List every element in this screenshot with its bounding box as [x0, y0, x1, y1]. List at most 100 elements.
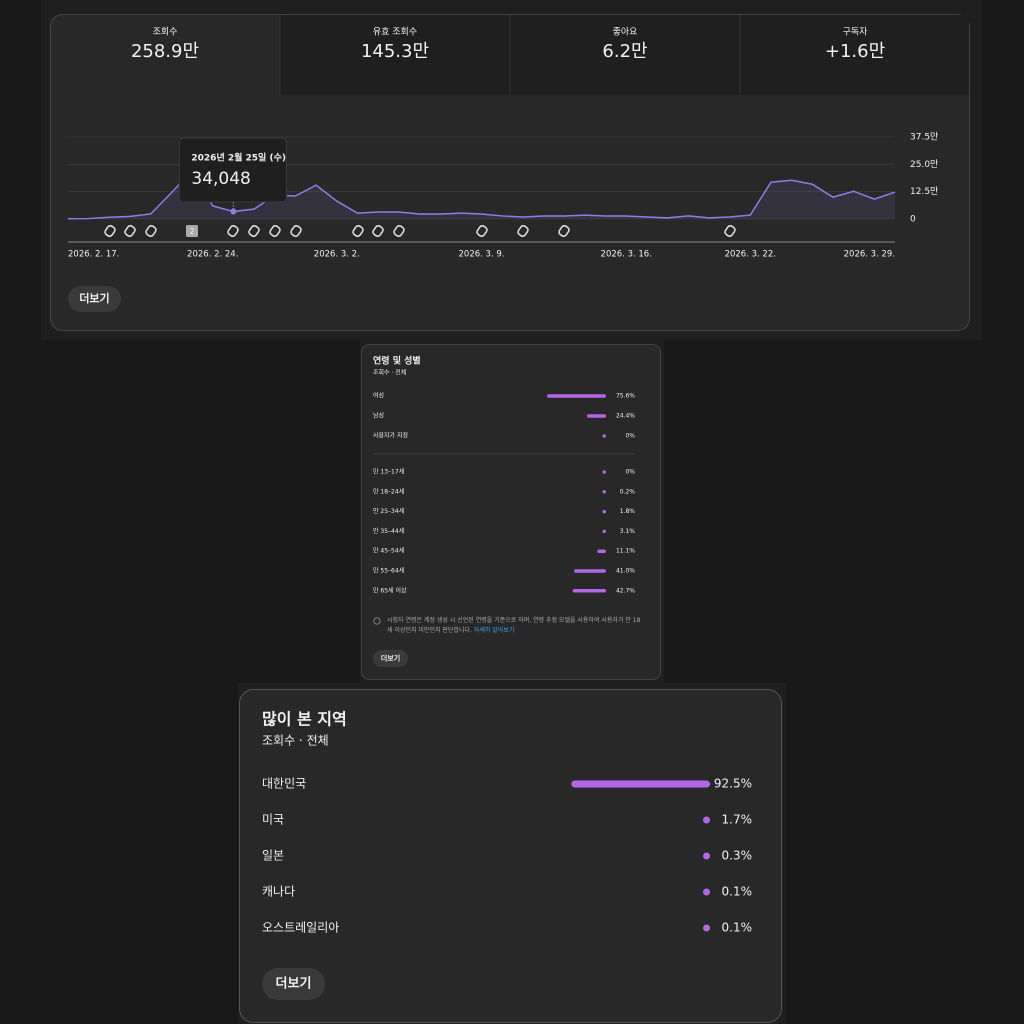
metric-label[interactable]: 구독자 [843, 27, 869, 38]
row-label: 여성 [373, 392, 384, 400]
x-tick-label: 2026. 3. 16. [601, 250, 652, 260]
more-button-label[interactable]: 더보기 [79, 291, 109, 305]
upload-icon [145, 224, 157, 238]
x-tick-label: 2026. 2. 17. [68, 250, 119, 260]
metric-value[interactable]: 258.9만 [131, 41, 199, 62]
value-label: 92.5% [714, 777, 752, 791]
bar [703, 852, 710, 860]
upload-icon [393, 224, 405, 238]
more-button[interactable] [262, 968, 325, 1000]
metric-label[interactable]: 좋아요 [613, 27, 638, 38]
row-label: 만 18–24세 [373, 487, 404, 495]
row-label: 일본 [262, 849, 284, 863]
upload-icon [104, 224, 116, 238]
more-button-label[interactable]: 더보기 [381, 654, 400, 663]
value-label: 1.7% [722, 813, 753, 827]
tooltip-point [230, 208, 237, 215]
value-label: 75.6% [616, 393, 635, 400]
tooltip-date: 2026년 2월 25일 (수) [191, 152, 286, 164]
learn-more-link[interactable]: 자세히 알아보기 [473, 626, 515, 634]
card-title: 많이 본 지역 [262, 710, 347, 729]
y-tick-label: 0 [910, 215, 916, 225]
bar [574, 569, 606, 573]
value-label: 41.0% [616, 568, 635, 575]
value-label: 0.2% [620, 488, 636, 495]
region-card [239, 689, 782, 1023]
age-gender-card [361, 344, 661, 680]
x-tick-label: 2026. 3. 22. [725, 250, 776, 260]
upload-icon [476, 224, 488, 238]
tab-strip [280, 15, 969, 95]
bar [602, 434, 606, 438]
row-label: 사용자가 지정 [373, 432, 408, 440]
upload-icon [724, 224, 736, 238]
bar [586, 414, 606, 418]
info-icon [373, 617, 381, 625]
bar [602, 490, 606, 494]
metric-value[interactable]: 145.3만 [361, 41, 429, 62]
note-text: 시청자 연령은 계정 생성 시 선언된 연령을 기준으로 하며, 연령 추정 모… [387, 617, 641, 634]
metric-value[interactable]: 6.2만 [602, 41, 647, 62]
more-button[interactable] [68, 286, 121, 312]
bar [597, 549, 606, 553]
row-label: 남성 [373, 412, 384, 420]
x-tick-label: 2026. 3. 9. [459, 250, 505, 260]
x-tick-label: 2026. 3. 2. [314, 250, 360, 260]
row-label: 만 13–17세 [373, 468, 404, 476]
upload-icon [227, 224, 239, 238]
metric-label[interactable]: 조회수 [153, 27, 178, 38]
value-label: 0.1% [722, 921, 753, 935]
value-label: 0% [625, 433, 635, 440]
value-label: 0.1% [722, 885, 753, 899]
row-label: 만 35–44세 [373, 527, 404, 535]
bar [571, 780, 710, 788]
age-note: 시청자 연령은 계정 생성 시 선언된 연령을 기준으로 하며, 연령 추정 모… [387, 616, 641, 635]
value-label: 1.8% [620, 508, 636, 515]
upload-icon [352, 224, 364, 238]
metric-label[interactable]: 유효 조회수 [373, 27, 417, 38]
row-label: 만 45–54세 [373, 547, 404, 555]
value-label: 11.1% [616, 548, 635, 555]
value-label: 3.1% [620, 528, 636, 535]
row-label: 오스트레일리아 [262, 921, 339, 935]
bar [602, 470, 606, 474]
bar [602, 509, 606, 514]
value-label: 0.3% [722, 849, 753, 863]
bar [602, 529, 606, 534]
upload-icon [248, 224, 260, 238]
value-label: 0% [625, 469, 635, 476]
y-tick-label: 12.5만 [910, 186, 938, 197]
bar [547, 394, 606, 398]
row-label: 캐나다 [262, 885, 295, 899]
x-tick-label: 2026. 3. 29. [844, 250, 895, 260]
row-label: 미국 [262, 813, 284, 827]
card-title: 연령 및 성별 [373, 355, 421, 367]
bar [572, 589, 606, 593]
bar [703, 816, 710, 824]
upload-icon [290, 224, 302, 238]
upload-icon [269, 224, 281, 238]
metric-value[interactable]: +1.6만 [825, 41, 885, 62]
more-button[interactable] [373, 650, 408, 667]
upload-icon [517, 224, 529, 238]
more-button-label[interactable]: 더보기 [276, 976, 312, 992]
area [68, 170, 895, 219]
row-label: 만 25–34세 [373, 507, 404, 515]
upload-icon [372, 224, 384, 238]
value-label: 24.4% [616, 413, 635, 420]
upload-badge: 2 [189, 227, 194, 236]
row-label: 만 55–64세 [373, 567, 404, 575]
row-label: 만 65세 이상 [373, 586, 407, 594]
upload-icon [558, 224, 570, 238]
bar [703, 924, 710, 932]
card-subtitle: 조회수 · 전체 [262, 734, 329, 748]
card-subtitle: 조회수 · 전체 [373, 369, 406, 377]
upload-badge-box [186, 225, 198, 237]
value-label: 42.7% [616, 587, 635, 594]
age-note-text: 시청자 연령은 계정 생성 시 선언된 연령을 기준으로 하며, 연령 추정 모… [387, 616, 641, 635]
upload-icon [124, 224, 136, 238]
y-tick-label: 37.5만 [910, 132, 938, 143]
bar [703, 888, 710, 896]
row-label: 대한민국 [262, 777, 306, 791]
